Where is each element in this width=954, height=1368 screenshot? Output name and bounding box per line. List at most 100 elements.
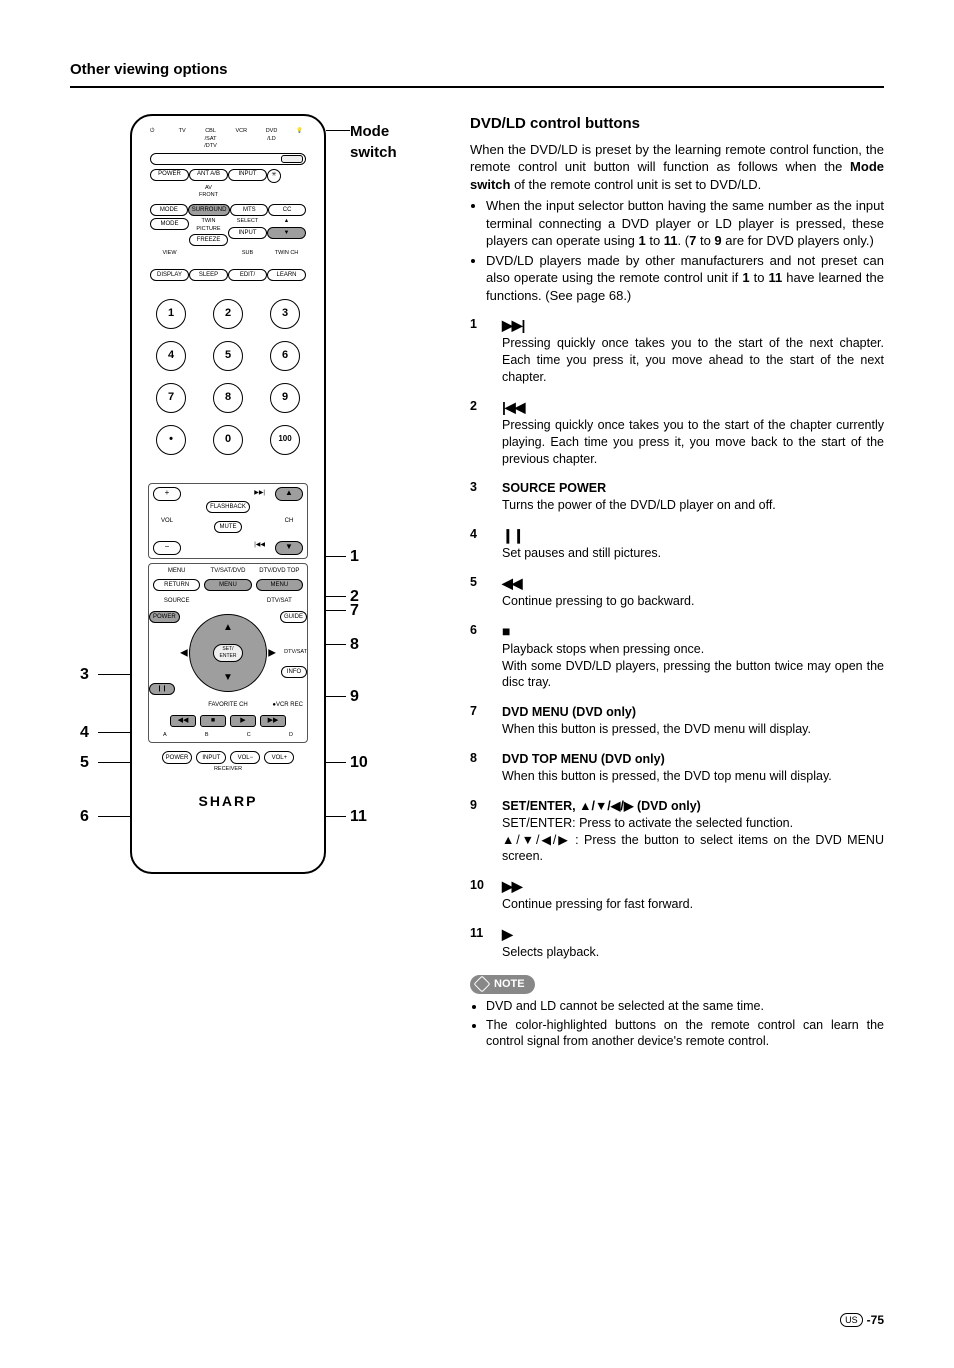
callout-3: 3: [80, 664, 89, 686]
remote-btn: ANT A/B: [189, 169, 228, 181]
ch-rocker: ▲ CH ▼: [275, 487, 303, 555]
source-lbl: SOURCE: [153, 597, 200, 605]
transport-btn: ▶▶: [260, 715, 286, 727]
mode-switch-slider: [150, 153, 306, 165]
note-2: The color-highlighted buttons on the rem…: [486, 1017, 884, 1051]
callout-7: 7: [350, 600, 359, 622]
remote-btn: INPUT: [228, 227, 267, 239]
note-badge: NOTE: [470, 975, 535, 994]
def-body: DVD MENU (DVD only)When this button is p…: [502, 703, 884, 738]
def-desc: When this button is pressed, the DVD men…: [502, 721, 884, 738]
brand-logo: SHARP: [148, 792, 308, 811]
abcd-label: C: [247, 732, 251, 739]
def-desc: Playback stops when pressing once. With …: [502, 641, 884, 692]
set-enter-btn: SET/ ENTER: [213, 644, 243, 662]
def-num: 11: [470, 925, 490, 961]
def-desc: Selects playback.: [502, 944, 884, 961]
def-icon: ▶▶: [502, 878, 522, 894]
def-num: 3: [470, 479, 490, 514]
remote-btn: LEARN: [267, 269, 306, 281]
def-row-2: 2|◀◀Pressing quickly once takes you to t…: [470, 398, 884, 468]
def-body: |◀◀Pressing quickly once takes you to th…: [502, 398, 884, 468]
callout-11: 11: [350, 806, 367, 828]
skip-fwd-tiny: ▶▶|: [254, 489, 265, 497]
numpad-6: 6: [270, 341, 300, 371]
def-row-6: 6■Playback stops when pressing once. Wit…: [470, 622, 884, 692]
source-power-btn: POWER: [149, 611, 180, 623]
mode-source-labels: ⏻ TV CBL /SAT /DTV VCR DVD /LD 💡: [144, 128, 312, 152]
remote-btn: INPUT: [228, 169, 267, 181]
numpad-3: 3: [270, 299, 300, 329]
numpad-5: 5: [213, 341, 243, 371]
numpad-7: 7: [156, 383, 186, 413]
return-btn: RETURN: [153, 579, 200, 591]
menu-panel: MENU TV/SAT/DVD DTV/DVD TOP RETURN MENU …: [148, 563, 308, 744]
section-rule: [70, 86, 884, 88]
callout-9: 9: [350, 686, 359, 708]
bullet-1: When the input selector button having th…: [486, 197, 884, 250]
vol-down: −: [153, 541, 181, 555]
note-label: NOTE: [494, 977, 525, 992]
def-num: 5: [470, 574, 490, 610]
def-row-1: 1▶▶|Pressing quickly once takes you to t…: [470, 316, 884, 386]
def-body: ▶▶|Pressing quickly once takes you to th…: [502, 316, 884, 386]
ch-down: ▼: [275, 541, 303, 555]
remote-btn: ✳: [267, 169, 281, 183]
receiver-btn: VOL−: [230, 751, 260, 764]
remote-btn: MODE: [150, 218, 189, 230]
numpad-9: 9: [270, 383, 300, 413]
def-body: ◀◀Continue pressing to go backward.: [502, 574, 884, 610]
def-title: DVD MENU (DVD only): [502, 704, 636, 721]
def-num: 9: [470, 797, 490, 866]
remote-btn: ▼: [267, 227, 306, 239]
footer-region: US: [840, 1313, 863, 1327]
def-title: SOURCE POWER: [502, 480, 606, 497]
def-desc: Turns the power of the DVD/LD player on …: [502, 497, 884, 514]
topmenu-btn: MENU: [256, 579, 303, 591]
numpad: 123456789•0100: [132, 285, 324, 473]
menu-btn: MENU: [204, 579, 251, 591]
def-icon: ❙❙: [502, 527, 523, 543]
numpad-100: 100: [270, 425, 300, 455]
remote-diagram-column: Mode switch 3456 127891011 ⏻ TV CBL /SAT…: [70, 114, 430, 1052]
mode-switch-knob: [281, 155, 303, 163]
numpad-•: •: [156, 425, 186, 455]
intro-bullets: When the input selector button having th…: [470, 197, 884, 304]
receiver-btn: VOL+: [264, 751, 294, 764]
bullet-2: DVD/LD players made by other manufacture…: [486, 252, 884, 305]
transport-btn: ▶: [230, 715, 256, 727]
callout-6: 6: [80, 806, 89, 828]
section-title: Other viewing options: [70, 60, 884, 80]
dpad: POWER GUIDE ❙❙ DTV/SAT INFO ▲ ▼ ◀ ▶ SET/…: [153, 613, 303, 693]
note-1: DVD and LD cannot be selected at the sam…: [486, 998, 884, 1015]
def-row-7: 7DVD MENU (DVD only)When this button is …: [470, 703, 884, 738]
numpad-0: 0: [213, 425, 243, 455]
callout-1: 1: [350, 546, 359, 568]
def-num: 1: [470, 316, 490, 386]
vol-up: +: [153, 487, 181, 501]
def-row-9: 9 SET/ENTER, ▲/▼/◀/▶ (DVD only)SET/ENTER:…: [470, 797, 884, 866]
numpad-4: 4: [156, 341, 186, 371]
def-title: SET/ENTER, ▲/▼/◀/▶ (DVD only): [502, 798, 701, 815]
def-icon: ■: [502, 623, 509, 639]
receiver-btn: INPUT: [196, 751, 226, 764]
def-num: 4: [470, 526, 490, 562]
callout-5: 5: [80, 752, 89, 774]
def-body: ▶▶Continue pressing for fast forward.: [502, 877, 884, 913]
def-body: ■ Playback stops when pressing once. With…: [502, 622, 884, 692]
dtvsat-lbl: DTV/SAT: [256, 597, 303, 605]
definitions-list: 1▶▶|Pressing quickly once takes you to t…: [470, 316, 884, 960]
receiver-row: POWERINPUTVOL−VOL+: [148, 751, 308, 764]
remote-btn: SURROUND: [188, 204, 231, 216]
remote-top-area: ⏻ TV CBL /SAT /DTV VCR DVD /LD 💡 POWERAN…: [132, 116, 324, 284]
content-heading: DVD/LD control buttons: [470, 114, 884, 134]
menu-lbl-3: DTV/DVD TOP: [256, 567, 303, 575]
def-desc: When this button is pressed, the DVD top…: [502, 768, 884, 785]
remote-btn: POWER: [150, 169, 189, 181]
def-icon: |◀◀: [502, 399, 524, 415]
def-num: 2: [470, 398, 490, 468]
fav-lbl: FAVORITE CH: [204, 701, 251, 709]
def-desc: SET/ENTER: Press to activate the selecte…: [502, 815, 884, 866]
remote-btn: MTS: [230, 204, 268, 216]
def-desc: Set pauses and still pictures.: [502, 545, 884, 562]
